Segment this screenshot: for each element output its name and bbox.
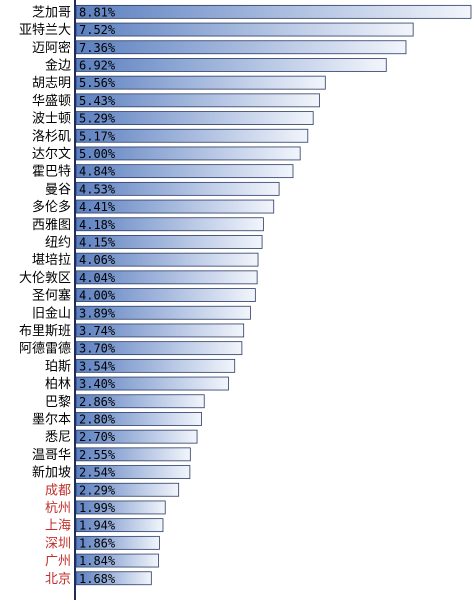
value-label: 2.55%	[79, 448, 116, 462]
category-label: 波士顿	[32, 112, 71, 127]
value-label: 2.54%	[79, 466, 116, 480]
category-labels: 芝加哥亚特兰大迈阿密金边胡志明华盛顿波士顿洛杉矶达尔文霍巴特曼谷多伦多西雅图纽约…	[19, 4, 71, 586]
value-label: 4.41%	[79, 200, 116, 214]
category-label: 亚特兰大	[19, 23, 71, 38]
bar	[75, 40, 407, 55]
value-label: 4.00%	[79, 289, 116, 303]
value-label: 7.36%	[79, 41, 116, 55]
category-label: 广州	[45, 554, 71, 569]
category-label: 成都	[45, 483, 71, 498]
value-label: 2.29%	[79, 483, 116, 497]
category-label: 旧金山	[32, 305, 71, 321]
category-label: 胡志明	[32, 76, 71, 91]
value-label: 4.18%	[79, 218, 116, 232]
value-label: 4.15%	[79, 235, 116, 249]
value-label: 1.68%	[79, 572, 116, 586]
value-labels: 8.81% 7.52% 7.36% 6.92% 5.56% 5.43% 5.29% 5.17%…	[79, 5, 116, 585]
category-label: 圣何塞	[32, 288, 71, 304]
value-label: 5.29%	[79, 112, 116, 126]
category-label: 华盛顿	[32, 94, 71, 109]
value-label: 2.80%	[79, 412, 116, 426]
value-label: 1.84%	[79, 554, 116, 568]
value-label: 5.00%	[79, 147, 116, 161]
category-label: 墨尔本	[32, 412, 71, 427]
category-label: 杭州	[45, 501, 71, 516]
category-label: 巴黎	[45, 395, 71, 410]
value-label: 5.43%	[79, 94, 116, 108]
category-label: 迈阿密	[32, 40, 71, 56]
value-label: 4.53%	[79, 182, 116, 196]
category-label: 纽约	[45, 235, 71, 250]
value-label: 3.74%	[79, 324, 116, 338]
bar	[75, 22, 414, 37]
category-label: 曼谷	[45, 182, 71, 197]
category-label: 温哥华	[32, 448, 71, 463]
value-label: 3.89%	[79, 306, 116, 320]
value-label: 6.92%	[79, 58, 116, 72]
value-label: 4.04%	[79, 271, 116, 285]
value-label: 3.40%	[79, 377, 116, 391]
value-label: 5.17%	[79, 129, 116, 143]
value-label: 3.54%	[79, 359, 116, 373]
value-label: 1.99%	[79, 501, 116, 515]
category-label: 上海	[45, 519, 71, 534]
category-label: 洛杉矶	[32, 129, 71, 144]
value-label: 1.94%	[79, 519, 116, 533]
category-label: 西雅图	[32, 218, 71, 233]
category-label: 芝加哥	[32, 4, 71, 20]
category-label: 达尔文	[32, 147, 71, 162]
category-label: 新加坡	[32, 465, 71, 481]
value-label: 2.86%	[79, 395, 116, 409]
value-label: 1.86%	[79, 536, 116, 550]
value-label: 7.52%	[79, 23, 116, 37]
category-label: 阿德雷德	[19, 342, 71, 357]
value-label: 8.81%	[79, 5, 116, 19]
category-label: 柏林	[45, 377, 71, 392]
category-label: 金边	[45, 57, 71, 73]
value-label: 2.70%	[79, 430, 116, 444]
value-label: 4.84%	[79, 165, 116, 179]
bar	[75, 58, 387, 72]
category-label: 堪培拉	[32, 252, 71, 268]
category-label: 深圳	[45, 536, 71, 551]
category-label: 霍巴特	[32, 165, 71, 180]
category-label: 布里斯班	[19, 324, 71, 339]
value-label: 5.56%	[79, 76, 116, 90]
category-label: 大伦敦区	[19, 270, 71, 286]
category-label: 北京	[45, 572, 71, 587]
bar	[75, 4, 472, 19]
category-label: 多伦多	[32, 199, 71, 215]
category-label: 悉尼	[45, 430, 71, 445]
value-label: 3.70%	[79, 342, 116, 356]
category-label: 珀斯	[45, 359, 71, 374]
bars-layer	[75, 4, 472, 586]
value-label: 4.06%	[79, 253, 116, 267]
